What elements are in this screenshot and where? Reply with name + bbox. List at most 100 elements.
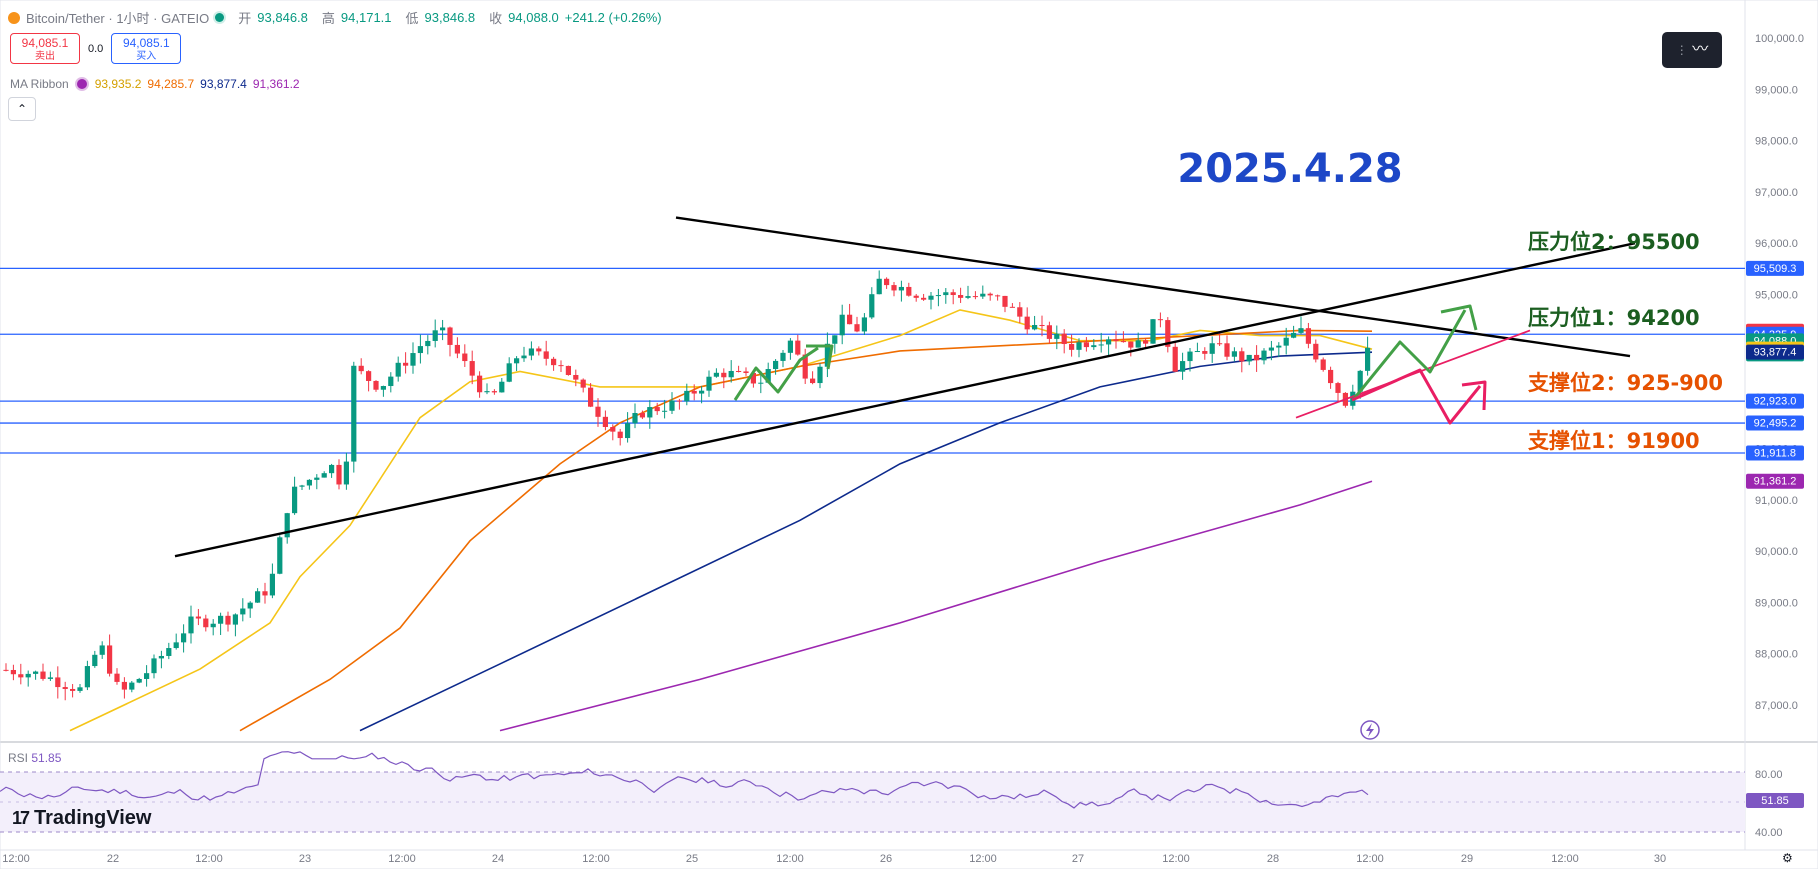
candle-body	[314, 477, 320, 480]
rsi-name: RSI	[8, 751, 29, 765]
candle-body	[595, 406, 601, 417]
x-tick-label: 24	[492, 853, 504, 865]
candle-body	[995, 295, 1001, 297]
candle-body	[1157, 319, 1163, 321]
candle-body	[99, 645, 105, 655]
candle-body	[891, 285, 897, 291]
candle-body	[380, 386, 386, 390]
candle-body	[269, 573, 275, 596]
candle-body	[588, 387, 594, 407]
candle-body	[329, 464, 335, 474]
candle-body	[351, 365, 357, 462]
support-2-label: 支撑位2：925-900	[1528, 371, 1723, 395]
price-badge-label: 95,509.3	[1754, 263, 1797, 275]
candle-body	[1246, 354, 1252, 362]
buy-price: 94,085.1	[122, 36, 170, 50]
x-tick-label: 22	[107, 853, 119, 865]
collapse-legend-button[interactable]: ⌃	[8, 97, 36, 121]
buy-button[interactable]: 94,085.1 买入	[111, 33, 182, 64]
rsi-tick-label: 40.00	[1755, 827, 1783, 839]
candle-body	[10, 669, 16, 675]
candle-body	[750, 372, 756, 384]
candle-body	[610, 427, 616, 432]
candle-body	[33, 671, 39, 674]
candle-body	[669, 400, 675, 411]
candle-body	[173, 642, 179, 649]
price-badge-label: 92,923.0	[1754, 396, 1797, 408]
high-label: 高	[321, 11, 335, 26]
candle-body	[758, 382, 764, 384]
candle-body	[817, 366, 823, 384]
candle-body	[77, 687, 83, 691]
candle-body	[691, 390, 697, 394]
ma-ribbon-legend[interactable]: MA Ribbon 93,935.2 94,285.7 93,877.4 91,…	[10, 77, 300, 91]
candle-body	[92, 654, 98, 667]
sell-label: 卖出	[35, 51, 55, 62]
candle-body	[1357, 370, 1363, 392]
candle-body	[1313, 343, 1319, 360]
y-tick-label: 95,000.0	[1755, 290, 1798, 302]
x-tick-label: 23	[299, 853, 311, 865]
candle-body	[721, 372, 727, 378]
candle-body	[743, 371, 749, 373]
candle-body	[802, 354, 808, 379]
candle-body	[1039, 325, 1045, 327]
lightning-icon[interactable]	[1360, 720, 1380, 740]
line-chart-icon: 〰	[1692, 41, 1709, 58]
price-badge-label: 91,911.8	[1754, 447, 1796, 459]
candle-body	[417, 346, 423, 354]
candle-body	[1187, 351, 1193, 362]
candle-body	[210, 623, 216, 628]
resistance-1-label: 压力位1：94200	[1528, 306, 1700, 330]
candle-body	[921, 297, 927, 300]
ma-ribbon-name: MA Ribbon	[10, 77, 69, 91]
candle-body	[1254, 354, 1260, 361]
candle-body	[484, 391, 490, 393]
candle-body	[3, 669, 9, 671]
y-tick-label: 100,000.0	[1755, 33, 1804, 45]
candle-body	[795, 340, 801, 355]
sell-button[interactable]: 94,085.1 卖出	[10, 33, 80, 64]
x-tick-label: 12:00	[582, 853, 610, 865]
candle-body	[343, 461, 349, 485]
candle-body	[388, 376, 394, 387]
price-badge-label: 92,495.2	[1754, 418, 1797, 430]
y-tick-label: 87,000.0	[1755, 700, 1798, 712]
ma-ribbon-lines	[69, 309, 1373, 732]
rising-trendline	[174, 242, 1636, 558]
candle-body	[506, 363, 512, 382]
x-tick-label: 12:00	[776, 853, 804, 865]
ma-line-2	[239, 329, 1373, 732]
low-value: 93,846.8	[424, 10, 476, 25]
candle-body	[824, 343, 830, 367]
settings-gear-icon: ⚙	[1782, 851, 1793, 865]
price-badge	[1746, 260, 1804, 276]
candle-body	[469, 361, 475, 376]
chart-tools-button[interactable]: ⋮ 〰	[1662, 32, 1722, 68]
rsi-legend[interactable]: RSI 51.85	[8, 751, 61, 765]
candle-body	[1135, 340, 1141, 348]
candle-body	[884, 278, 890, 286]
buy-label: 买入	[136, 51, 157, 62]
x-tick-label: 30	[1654, 853, 1666, 865]
trade-panel: 94,085.1 卖出 0.0 94,085.1 买入	[10, 33, 182, 64]
tradingview-logo[interactable]: 17 TradingView	[12, 807, 151, 830]
tradingview-logo-icon: 17	[12, 808, 30, 828]
x-tick-label: 12:00	[388, 853, 416, 865]
rsi-line	[0, 751, 1369, 809]
symbol-header: Bitcoin/Tether · 1小时 · GATEIO 开 93,846.8 …	[8, 8, 662, 27]
candle-body	[25, 673, 31, 678]
x-tick-label: 12:00	[1356, 853, 1384, 865]
candle-body	[262, 591, 268, 596]
candle-body	[839, 314, 845, 336]
candle-body	[602, 416, 608, 428]
y-tick-label: 98,000.0	[1755, 136, 1798, 148]
candle-body	[765, 369, 771, 383]
symbol-title[interactable]: Bitcoin/Tether · 1小时 · GATEIO	[26, 11, 210, 26]
candle-body	[336, 464, 342, 485]
candle-body	[1069, 344, 1075, 350]
logo-text: TradingView	[34, 807, 152, 829]
close-value: 94,088.0	[508, 10, 559, 25]
red-bear-arrow	[1351, 368, 1482, 425]
